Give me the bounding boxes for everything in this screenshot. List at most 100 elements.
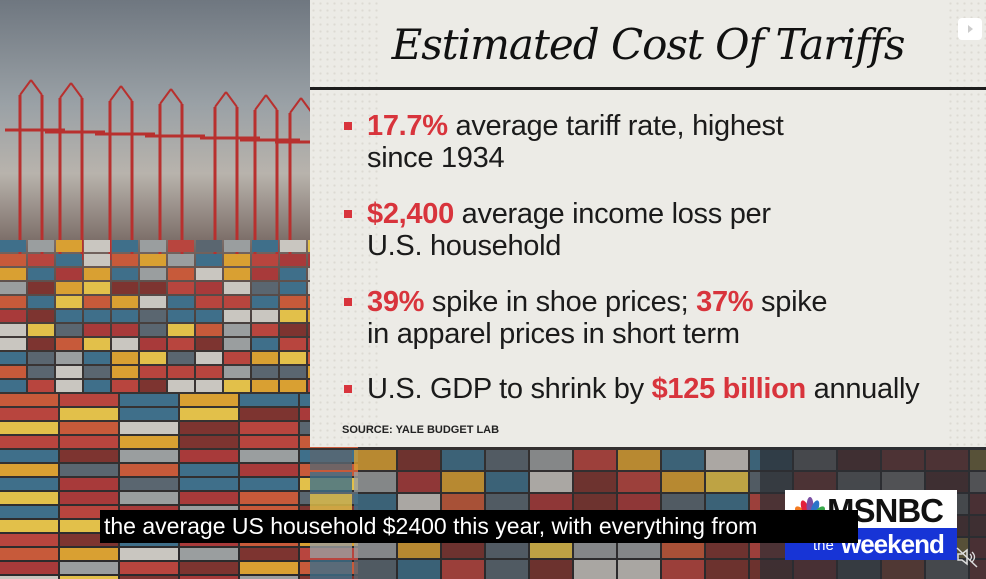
- container: [140, 324, 166, 336]
- container: [168, 254, 194, 266]
- container: [120, 394, 178, 406]
- container: [240, 422, 298, 434]
- container: [84, 268, 110, 280]
- container: [168, 338, 194, 350]
- container: [224, 338, 250, 350]
- container: [0, 324, 26, 336]
- container: [84, 310, 110, 322]
- container: [140, 310, 166, 322]
- container: [84, 352, 110, 364]
- container: [56, 338, 82, 350]
- container: [0, 240, 26, 252]
- container: [662, 538, 704, 558]
- container: [168, 240, 194, 252]
- container: [0, 352, 26, 364]
- container: [140, 254, 166, 266]
- closed-caption: the average US household $2400 this year…: [100, 510, 858, 543]
- container: [398, 560, 440, 579]
- container: [168, 268, 194, 280]
- container: [112, 268, 138, 280]
- container: [112, 254, 138, 266]
- container: [28, 338, 54, 350]
- container: [240, 450, 298, 462]
- mute-button[interactable]: [955, 545, 979, 569]
- container: [280, 268, 306, 280]
- container: [662, 560, 704, 579]
- container: [180, 436, 238, 448]
- container: [574, 560, 616, 579]
- container: [252, 282, 278, 294]
- container: [310, 450, 352, 470]
- container: [224, 240, 250, 252]
- container: [530, 450, 572, 470]
- container: [180, 394, 238, 406]
- container: [60, 562, 118, 574]
- corner-play-button[interactable]: [958, 18, 982, 40]
- container: [56, 282, 82, 294]
- container: [706, 560, 748, 579]
- container: [252, 380, 278, 392]
- container: [56, 296, 82, 308]
- container: [180, 450, 238, 462]
- container: [180, 478, 238, 490]
- container: [0, 450, 58, 462]
- container: [120, 422, 178, 434]
- container: [0, 464, 58, 476]
- container: [224, 268, 250, 280]
- container: [442, 472, 484, 492]
- container: [112, 380, 138, 392]
- msnbc-the-weekend-logo: MSNBC the weekend: [785, 490, 957, 560]
- container: [28, 240, 54, 252]
- container: [28, 268, 54, 280]
- container: [0, 562, 58, 574]
- container: [0, 520, 58, 532]
- bullet-marker: [344, 385, 352, 393]
- container: [706, 472, 748, 492]
- container: [60, 548, 118, 560]
- container: [196, 254, 222, 266]
- container: [56, 366, 82, 378]
- container: [84, 366, 110, 378]
- container: [240, 492, 298, 504]
- container: [180, 576, 238, 579]
- container: [224, 282, 250, 294]
- container: [28, 310, 54, 322]
- bullet-prices: 39% spike in shoe prices; 37% spike in a…: [344, 286, 986, 350]
- container: [252, 268, 278, 280]
- container: [0, 436, 58, 448]
- container: [120, 492, 178, 504]
- container: [56, 324, 82, 336]
- container: [442, 494, 484, 514]
- container: [196, 268, 222, 280]
- container: [252, 352, 278, 364]
- container: [180, 548, 238, 560]
- container: [354, 472, 396, 492]
- container: [486, 494, 528, 514]
- container: [28, 254, 54, 266]
- container: [442, 450, 484, 470]
- container: [120, 436, 178, 448]
- container: [0, 422, 58, 434]
- container: [60, 408, 118, 420]
- container: [168, 380, 194, 392]
- container: [240, 408, 298, 420]
- container: [706, 538, 748, 558]
- play-icon: [968, 25, 973, 33]
- container: [168, 352, 194, 364]
- container: [224, 366, 250, 378]
- container: [120, 464, 178, 476]
- container: [252, 338, 278, 350]
- container: [112, 282, 138, 294]
- container: [140, 366, 166, 378]
- container: [240, 394, 298, 406]
- container: [0, 478, 58, 490]
- container: [574, 538, 616, 558]
- container: [0, 380, 26, 392]
- container: [618, 472, 660, 492]
- container: [140, 352, 166, 364]
- container: [196, 240, 222, 252]
- container: [574, 450, 616, 470]
- container: [706, 494, 748, 514]
- container: [280, 366, 306, 378]
- container: [196, 338, 222, 350]
